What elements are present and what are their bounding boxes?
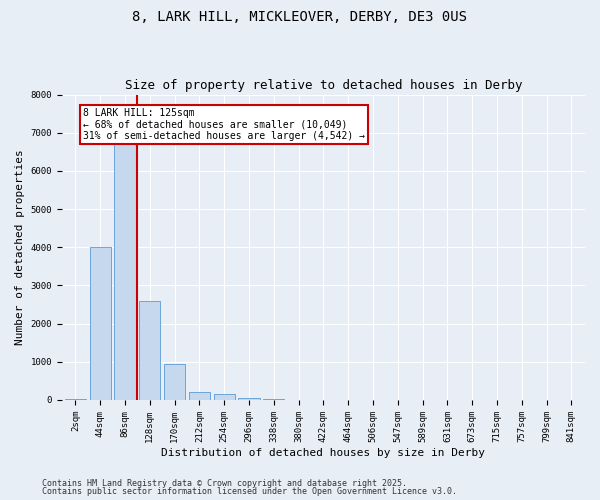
Bar [65, 399, 86, 400]
Text: 8, LARK HILL, MICKLEOVER, DERBY, DE3 0US: 8, LARK HILL, MICKLEOVER, DERBY, DE3 0US [133, 10, 467, 24]
Bar [89, 248, 111, 400]
Text: 8 LARK HILL: 125sqm
← 68% of detached houses are smaller (10,049)
31% of semi-de: 8 LARK HILL: 125sqm ← 68% of detached ho… [83, 108, 365, 141]
Text: Contains HM Land Registry data © Crown copyright and database right 2025.: Contains HM Land Registry data © Crown c… [42, 478, 407, 488]
Text: Contains public sector information licensed under the Open Government Licence v3: Contains public sector information licen… [42, 487, 457, 496]
Bar [115, 122, 136, 400]
Bar [139, 300, 160, 400]
Y-axis label: Number of detached properties: Number of detached properties [15, 150, 25, 345]
X-axis label: Distribution of detached houses by size in Derby: Distribution of detached houses by size … [161, 448, 485, 458]
Bar [189, 392, 210, 400]
Bar [263, 399, 284, 400]
Bar [214, 394, 235, 400]
Bar [238, 398, 260, 400]
Bar [164, 364, 185, 400]
Title: Size of property relative to detached houses in Derby: Size of property relative to detached ho… [125, 79, 522, 92]
